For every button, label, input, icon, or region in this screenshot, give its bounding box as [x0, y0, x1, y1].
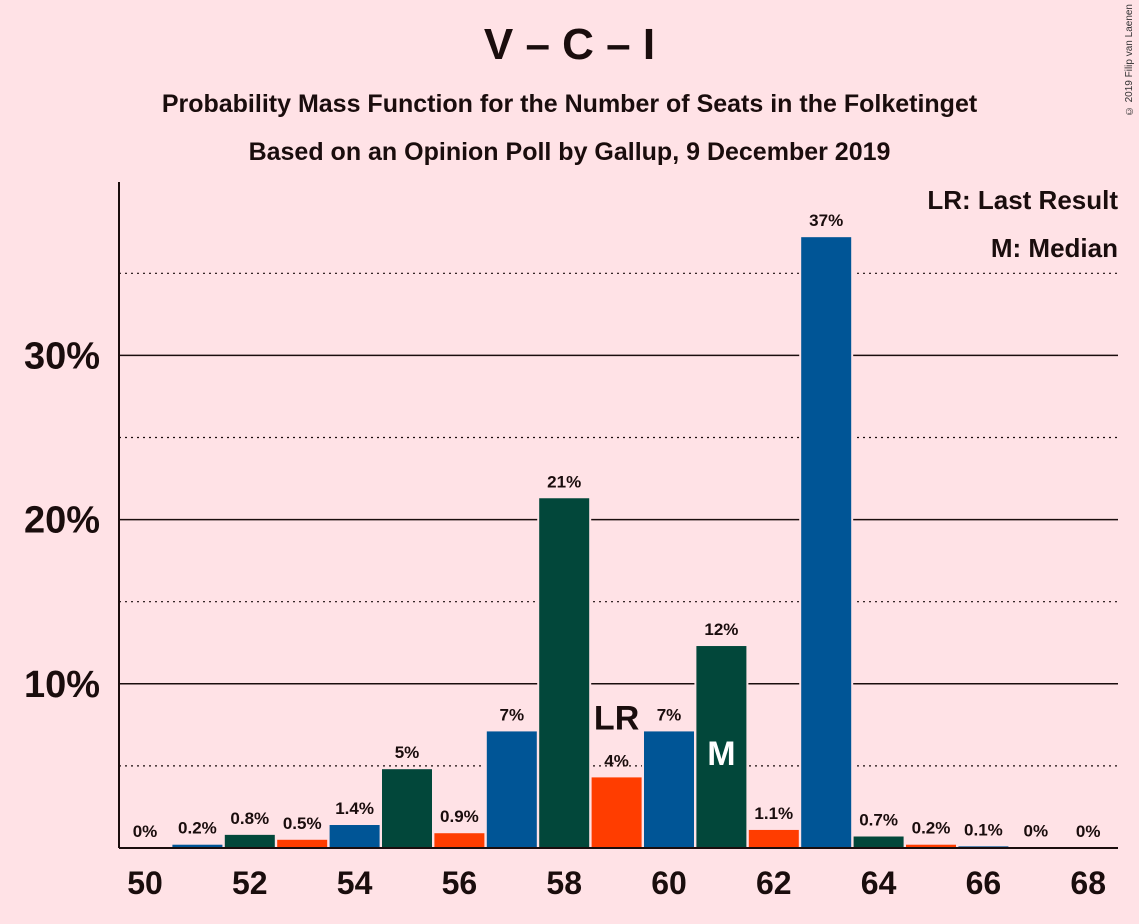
median-marker: M — [707, 735, 735, 773]
bar — [382, 769, 432, 848]
bar — [539, 498, 590, 848]
x-tick-label: 68 — [1070, 865, 1106, 901]
bar-value-label: 21% — [547, 472, 581, 491]
bar-value-label: 0.1% — [964, 820, 1003, 839]
bar-value-label: 0% — [133, 822, 158, 841]
bar — [906, 844, 956, 848]
bars: 0% 0.2% 0.8% 0.5% 1.4% 5% 0.9% 7% 21% 4% 7% 12% 1.1%… — [133, 211, 1101, 848]
x-tick-label: 50 — [127, 865, 163, 901]
bar-value-label: 5% — [395, 743, 420, 762]
bar-value-label: 0.2% — [178, 819, 217, 838]
chart-subtitle: Probability Mass Function for the Number… — [161, 90, 978, 118]
x-tick-label: 56 — [442, 865, 478, 901]
bar-value-label: 0% — [1024, 822, 1049, 841]
axes: 10% 20% 30% 50 52 54 56 58 60 62 64 66 68 — [24, 182, 1118, 901]
gridlines — [119, 272, 1118, 767]
x-tick-label: 64 — [861, 865, 897, 901]
bar — [277, 839, 328, 848]
bar — [591, 777, 642, 848]
bar-value-label: 1.1% — [754, 804, 793, 823]
bar-value-label: 0% — [1076, 822, 1101, 841]
bar — [329, 825, 380, 848]
bar-value-label: 7% — [500, 705, 525, 724]
legend-last-result: LR: Last Result — [927, 185, 1118, 215]
x-tick-label: 58 — [546, 865, 582, 901]
y-tick-label: 20% — [24, 500, 100, 542]
bar-value-label: 0.5% — [283, 814, 322, 833]
bar — [486, 731, 537, 848]
chart-subtitle-source: Based on an Opinion Poll by Gallup, 9 De… — [248, 138, 891, 166]
bar — [801, 237, 852, 848]
bar-gap — [1008, 845, 1063, 848]
bar-value-label: 7% — [657, 705, 682, 724]
y-tick-label: 30% — [24, 335, 100, 377]
bar-value-label: 37% — [809, 211, 843, 230]
bar-value-label: 0.8% — [230, 809, 269, 828]
x-tick-label: 66 — [966, 865, 1002, 901]
bar-value-label: 4% — [604, 751, 629, 770]
chart-title: V – C – I — [483, 20, 656, 69]
bar-value-label: 0.9% — [440, 807, 479, 826]
bar — [853, 836, 904, 848]
bar — [644, 731, 694, 848]
x-tick-label: 54 — [337, 865, 373, 901]
bar — [434, 833, 485, 848]
bar-gap — [956, 844, 1011, 848]
bar-value-label: 0.7% — [859, 811, 898, 830]
bar — [224, 834, 275, 848]
bar-value-label: 12% — [704, 620, 738, 639]
last-result-marker: LR — [594, 699, 639, 737]
x-tick-label: 52 — [232, 865, 268, 901]
x-tick-label: 60 — [651, 865, 687, 901]
y-tick-label: 10% — [24, 664, 100, 706]
x-tick-label: 62 — [756, 865, 792, 901]
bar-value-label: 1.4% — [335, 799, 374, 818]
bar-value-label: 0.2% — [912, 819, 951, 838]
bar — [696, 646, 747, 848]
bar — [748, 829, 799, 848]
bar — [172, 844, 223, 848]
legend-median: M: Median — [991, 233, 1118, 263]
